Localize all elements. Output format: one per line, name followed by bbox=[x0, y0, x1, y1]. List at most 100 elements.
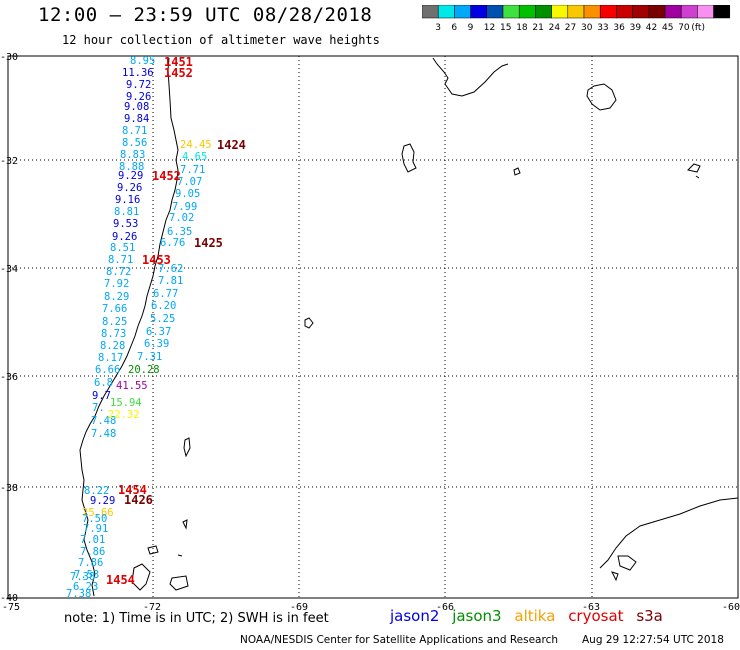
colorbar-label: 30 bbox=[581, 23, 593, 33]
wave-height-value: 7.71 bbox=[180, 164, 205, 176]
colorbar-label: 27 bbox=[565, 23, 576, 33]
colorbar-label: 42 bbox=[646, 23, 657, 33]
mar-chiquita bbox=[586, 83, 617, 111]
wave-height-value: 8.51 bbox=[110, 242, 135, 254]
wave-height-value: 20.28 bbox=[128, 364, 160, 376]
wave-height-value: 7.99 bbox=[172, 201, 197, 213]
wave-height-colorbar: 3 6 9 12 15 18 21 24 27 30 33 36 39 42 45 70 (ft) bbox=[422, 5, 731, 33]
wave-height-value: 7.02 bbox=[169, 212, 194, 224]
wave-height-value: 8.22 bbox=[84, 485, 109, 497]
wave-height-value: 9.26 bbox=[117, 182, 142, 194]
wave-height-value: 4.65 bbox=[182, 151, 207, 163]
credit-text: NOAA/NESDIS Center for Satellite Applica… bbox=[240, 634, 558, 646]
lon-label: -66 bbox=[436, 602, 454, 610]
colorbar-label: 45 bbox=[662, 23, 673, 33]
wave-height-value: 22.32 bbox=[108, 409, 140, 421]
wave-height-value: 7.92 bbox=[104, 278, 129, 290]
colorbar-swatch bbox=[713, 5, 731, 19]
wave-height-value: 7.81 bbox=[158, 275, 183, 287]
wave-height-value: 9.84 bbox=[124, 113, 149, 125]
wave-height-value: 25.66 bbox=[82, 507, 114, 519]
pass-time-label: 1454 bbox=[118, 483, 147, 497]
map-frame bbox=[7, 55, 739, 599]
wave-height-value: 8.88 bbox=[119, 161, 144, 173]
colorbar-label: 36 bbox=[613, 23, 625, 33]
lat-label: -32 bbox=[0, 156, 18, 167]
wave-height-value: 8.81 bbox=[114, 206, 139, 218]
wave-height-value: 9.53 bbox=[113, 218, 138, 230]
pass-time-label: 1424 bbox=[217, 138, 246, 152]
wave-height-value: 15.94 bbox=[110, 397, 142, 409]
lake-shape bbox=[401, 143, 417, 173]
chile-coastline bbox=[79, 57, 179, 597]
legend-jason3: jason3 bbox=[452, 607, 502, 625]
wave-height-value: 7.53 bbox=[74, 569, 99, 581]
wave-height-value: 8.71 bbox=[108, 254, 133, 266]
lon-label: -75 bbox=[2, 602, 20, 610]
coast-east-1 bbox=[687, 163, 701, 173]
wave-height-value: 7.50 bbox=[82, 513, 107, 525]
legend-jason2: jason2 bbox=[390, 607, 440, 625]
colorbar-label: (ft) bbox=[691, 23, 705, 33]
wave-height-value: 8.56 bbox=[122, 137, 147, 149]
wave-height-value: 7.48 bbox=[91, 415, 116, 427]
colorbar-label: 15 bbox=[500, 23, 511, 33]
wave-height-value: 6.77 bbox=[153, 288, 178, 300]
wave-height-observations: 8.9511.369.729.269.089.848.718.568.838.8… bbox=[66, 55, 212, 600]
wave-height-value: 11.36 bbox=[122, 67, 154, 79]
bay-south bbox=[617, 555, 637, 571]
colorbar-label: 9 bbox=[468, 23, 474, 33]
colorbar-label: 6 bbox=[451, 23, 457, 33]
wave-height-value: 8.17 bbox=[98, 352, 123, 364]
longitude-labels: -75 -72 -69 -66 -63 -60 bbox=[2, 602, 740, 610]
wave-height-value: 7.66 bbox=[102, 303, 127, 315]
lake-south-6 bbox=[177, 554, 183, 557]
pass-time-label: 1454 bbox=[106, 573, 135, 587]
argentina-coast-north bbox=[432, 57, 509, 97]
colorbar-label: 3 bbox=[435, 23, 441, 33]
lat-label: -34 bbox=[0, 264, 18, 275]
lake-south-3 bbox=[147, 545, 159, 555]
coast-east-2 bbox=[695, 175, 700, 179]
coastlines bbox=[79, 57, 739, 597]
small-lake bbox=[513, 167, 521, 176]
wave-height-value: 9.29 bbox=[118, 170, 143, 182]
wave-height-value: 8.25 bbox=[102, 316, 127, 328]
bay-south-2 bbox=[611, 571, 619, 582]
pass-time-label: 1453 bbox=[142, 253, 171, 267]
legend-cryosat: cryosat bbox=[568, 607, 624, 625]
wave-height-value: 6.23 bbox=[73, 581, 98, 593]
latitude-labels: -30 -32 -34 -36 -38 -40 bbox=[0, 52, 18, 604]
colorbar-label: 21 bbox=[532, 23, 543, 33]
pass-time-label: 1452 bbox=[152, 169, 181, 183]
map-title: 12:00 – 23:59 UTC 08/28/2018 bbox=[38, 4, 373, 26]
lat-label: -36 bbox=[0, 372, 18, 383]
argentina-coast-south bbox=[599, 497, 739, 569]
lake-south-1 bbox=[183, 437, 191, 458]
wave-height-value: 9.08 bbox=[124, 101, 149, 113]
colorbar-label: 12 bbox=[484, 23, 495, 33]
lake-south-2 bbox=[182, 519, 188, 530]
colorbar-label: 33 bbox=[597, 23, 608, 33]
wave-height-value: 7.48 bbox=[91, 428, 116, 440]
reservoir bbox=[304, 317, 314, 329]
wave-height-value: 7.31 bbox=[137, 351, 162, 363]
colorbar-label: 18 bbox=[516, 23, 528, 33]
pass-time-label: 1426 bbox=[124, 493, 153, 507]
lat-label: -30 bbox=[0, 52, 18, 63]
wave-height-value: 6.39 bbox=[144, 338, 169, 350]
note-text: note: 1) Time is in UTC; 2) SWH is in fe… bbox=[64, 611, 329, 626]
lon-label: -69 bbox=[290, 602, 308, 610]
wave-height-value: 9.26 bbox=[112, 231, 137, 243]
wave-height-value: 9.16 bbox=[115, 194, 140, 206]
wave-height-value: 8.73 bbox=[101, 328, 126, 340]
wave-height-value: 7.01 bbox=[80, 534, 105, 546]
generated-timestamp: Aug 29 12:27:54 UTC 2018 bbox=[582, 634, 724, 646]
wave-height-value: 6.66 bbox=[95, 364, 120, 376]
wave-height-value: 9.7 bbox=[92, 390, 111, 402]
wave-height-value: 6.8 bbox=[94, 377, 113, 389]
wave-height-value: 7.62 bbox=[158, 263, 183, 275]
lon-label: -63 bbox=[582, 602, 600, 610]
legend-s3a: s3a bbox=[636, 607, 663, 625]
